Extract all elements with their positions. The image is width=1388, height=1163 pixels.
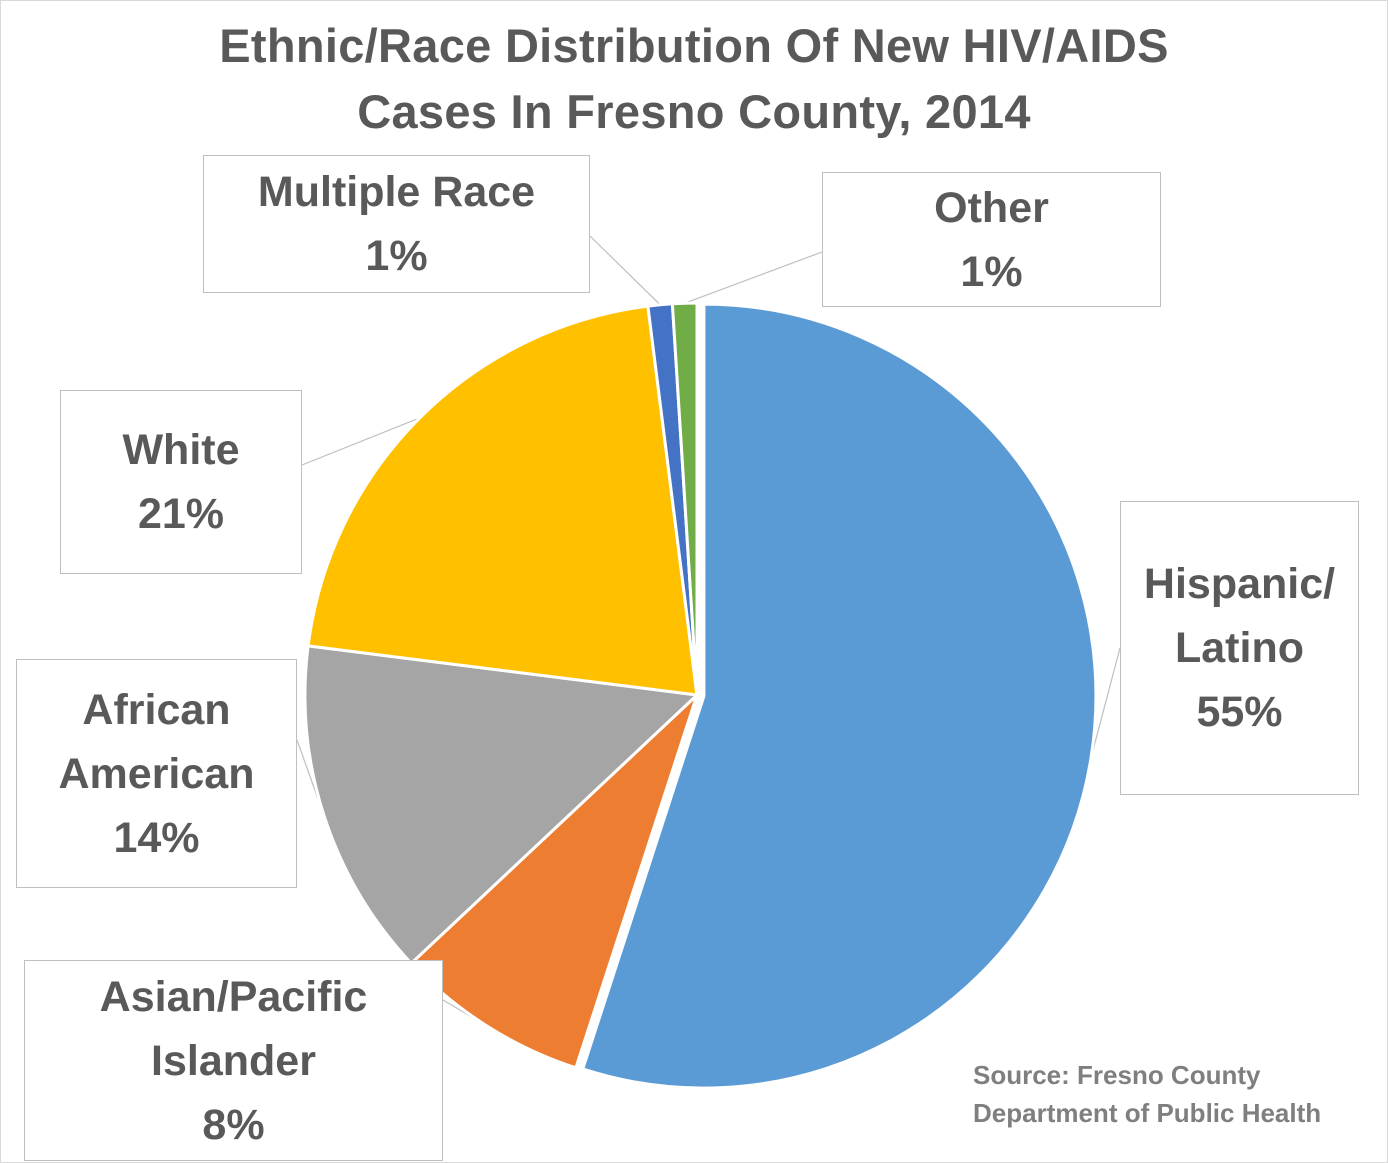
callout-white: White 21% [60,390,302,574]
callout-asian-pacific-islander: Asian/Pacific Islander 8% [24,960,443,1161]
label-white-line-1: White [122,426,240,474]
callout-african-american: African American 14% [16,659,297,888]
label-other-line-1: Other [934,183,1049,232]
label-hispanic-pct: 55% [1196,688,1283,736]
label-african-line-1: African [82,685,231,734]
source-line-2: Department of Public Health [973,1098,1322,1128]
label-asian-line-2: Islander [151,1036,316,1085]
leader-line-white [301,417,421,466]
pie-slice-other [670,301,699,696]
label-african-pct: 14% [113,813,200,862]
leader-line-hispanic [1090,647,1121,758]
label-white-pct: 21% [137,490,225,538]
label-hispanic-line-1: Hispanic/ [1143,560,1336,608]
label-other-pct: 1% [960,247,1023,296]
chart-title-line-2: Cases In Fresno County, 2014 [357,85,1031,138]
pie-slices [303,301,1098,1090]
label-multiple-line-1: Multiple Race [257,168,536,216]
label-african-line-2: American [58,749,255,798]
callout-hispanic-latino: Hispanic/ Latino 55% [1120,501,1359,795]
callout-multiple-race: Multiple Race 1% [203,155,590,293]
pie-slice-african [303,644,701,966]
leader-line-other [684,251,823,304]
chart-title-line-1: Ethnic/Race Distribution Of New HIV/AIDS [219,19,1169,72]
label-asian-line-1: Asian/Pacific [99,972,368,1021]
pie-slice-hispanic [580,302,1098,1090]
source-line-1: Source: Fresno County [973,1060,1261,1090]
pie-slice-white [306,304,699,697]
leader-line-multiple [589,235,661,306]
label-asian-pct: 8% [202,1100,265,1149]
callout-other: Other 1% [822,172,1161,307]
label-hispanic-line-2: Latino [1175,624,1304,672]
label-multiple-pct: 1% [365,232,428,280]
